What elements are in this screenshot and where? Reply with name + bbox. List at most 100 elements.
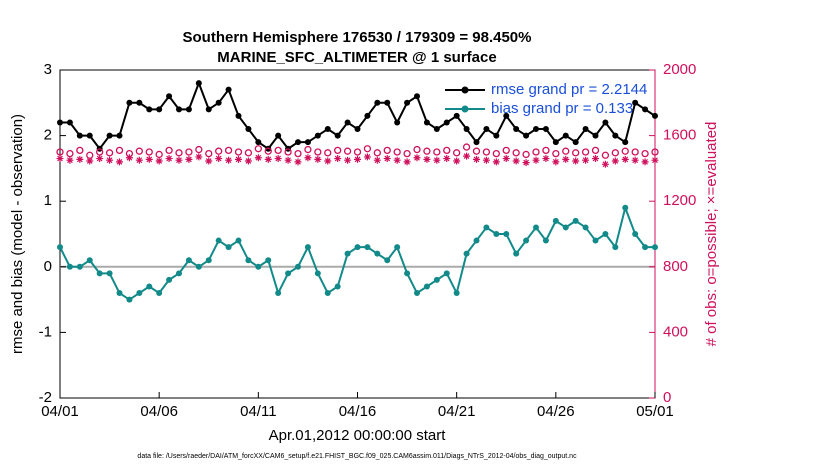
point: [622, 204, 629, 211]
point: [582, 224, 589, 231]
point: [353, 148, 362, 156]
point: [512, 149, 520, 157]
point: [612, 244, 619, 251]
point: [542, 155, 550, 163]
point: [513, 250, 520, 257]
point: [433, 126, 440, 133]
point: [166, 276, 173, 283]
point: [443, 119, 450, 126]
point: [552, 139, 559, 146]
point: [215, 155, 223, 163]
point: [473, 237, 480, 244]
legend-label: rmse grand pr = 2.2144: [491, 81, 647, 98]
point: [185, 155, 193, 163]
point: [443, 270, 450, 277]
point: [106, 156, 114, 164]
point: [443, 155, 451, 163]
point: [651, 148, 659, 156]
point: [274, 155, 282, 163]
point: [344, 156, 352, 164]
point: [621, 155, 629, 163]
point: [115, 146, 124, 155]
point: [314, 132, 321, 139]
x-tick-label: 05/01: [636, 403, 674, 420]
point: [482, 156, 490, 164]
point: [324, 126, 331, 133]
point: [472, 147, 481, 155]
point: [76, 146, 84, 155]
point: [116, 132, 123, 139]
point: [304, 145, 312, 154]
point: [76, 263, 83, 270]
point: [155, 150, 163, 159]
point: [116, 290, 123, 297]
point: [324, 290, 331, 297]
point: [284, 148, 292, 156]
chart-title: Southern Hemisphere 176530 / 179309 = 98…: [183, 29, 532, 46]
point: [394, 244, 401, 251]
point: [642, 244, 649, 251]
y-tick-label: -2: [39, 389, 52, 406]
point: [354, 244, 361, 251]
point: [176, 270, 182, 277]
y2-tick-label: 1200: [663, 192, 696, 209]
legend-label: bias grand pr = 0.133: [491, 100, 633, 117]
point: [393, 156, 401, 164]
point: [176, 106, 182, 113]
point: [106, 132, 113, 139]
point: [56, 155, 64, 163]
point: [364, 112, 371, 119]
point: [542, 237, 549, 244]
y2-tick-label: 400: [663, 323, 688, 340]
point: [384, 99, 391, 106]
point: [205, 257, 212, 264]
point: [482, 148, 491, 156]
point: [255, 139, 262, 146]
point: [175, 149, 183, 157]
point: [493, 231, 500, 237]
point: [632, 99, 639, 106]
point: [631, 156, 639, 164]
point: [602, 231, 609, 237]
point: [462, 143, 471, 151]
point: [572, 139, 579, 146]
point: [414, 93, 420, 100]
point: [244, 157, 252, 165]
point: [125, 154, 133, 162]
point: [622, 139, 629, 146]
x-tick-label: 04/16: [339, 403, 377, 420]
point: [234, 148, 243, 156]
point: [314, 270, 321, 277]
point: [463, 250, 470, 257]
point: [294, 149, 302, 158]
point: [304, 244, 311, 251]
point: [165, 155, 173, 163]
point: [146, 283, 153, 290]
point: [66, 156, 74, 164]
point: [126, 296, 133, 303]
point: [631, 148, 639, 156]
point: [453, 290, 460, 297]
point: [254, 154, 262, 162]
point: [334, 283, 341, 290]
point: [602, 119, 609, 126]
point: [126, 99, 133, 106]
legend-marker: [461, 86, 469, 94]
point: [394, 119, 401, 126]
point: [145, 148, 153, 156]
point: [641, 149, 649, 158]
legend-marker: [461, 105, 469, 113]
point: [423, 119, 430, 126]
point: [522, 150, 530, 159]
point: [611, 157, 619, 165]
point: [383, 146, 391, 155]
point: [195, 153, 203, 161]
point: [542, 126, 549, 133]
x-axis-label: Apr.01,2012 00:00:00 start: [269, 427, 447, 444]
x-tick-label: 04/11: [240, 403, 276, 420]
y-tick-label: 2: [44, 127, 52, 144]
point: [285, 270, 292, 277]
point: [433, 148, 441, 156]
point: [363, 153, 371, 161]
point: [562, 147, 570, 155]
